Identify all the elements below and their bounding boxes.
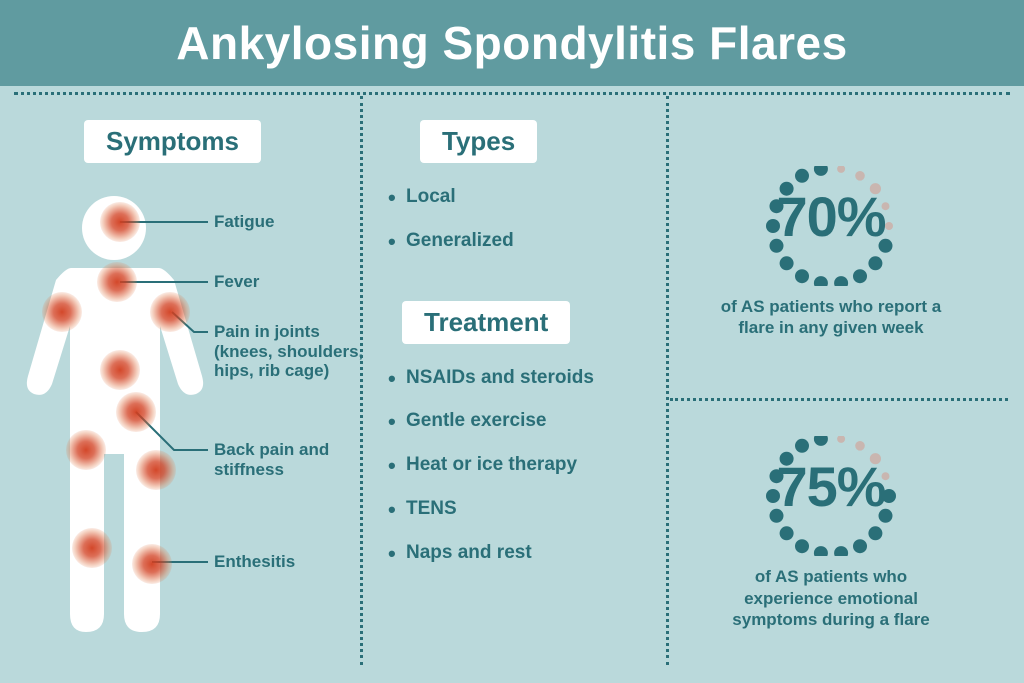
list-item: TENS <box>388 497 640 521</box>
pain-dot-icon <box>97 262 137 302</box>
stat-caption: of AS patients who experience emotional … <box>711 566 951 630</box>
list-item: Naps and rest <box>388 541 640 565</box>
stats-column: 70% of AS patients who report a flare in… <box>662 106 1000 669</box>
header-band: Ankylosing Spondylitis Flares <box>0 0 1024 86</box>
symptoms-column: Symptoms FatigueFeverPain in joints (kne… <box>14 106 362 669</box>
list-item: Gentle exercise <box>388 409 640 433</box>
stat-block-emotional: 75% of AS patients who experience emotio… <box>662 388 1000 670</box>
stat-caption: of AS patients who report a flare in any… <box>711 296 951 339</box>
pain-dot-icon <box>100 202 140 242</box>
callout-lines <box>24 194 364 654</box>
pain-dot-icon <box>136 450 176 490</box>
infographic-canvas: Ankylosing Spondylitis Flares Symptoms <box>0 0 1024 683</box>
symptom-label: Pain in joints (knees, shoulders, hips, … <box>214 322 374 381</box>
types-list: Local Generalized <box>384 185 640 253</box>
treatment-heading: Treatment <box>402 301 570 344</box>
pain-dot-icon <box>150 292 190 332</box>
list-item: Generalized <box>388 229 640 253</box>
pain-dot-icon <box>116 392 156 432</box>
page-title: Ankylosing Spondylitis Flares <box>176 16 847 70</box>
pain-dot-icon <box>132 544 172 584</box>
symptoms-heading: Symptoms <box>84 120 261 163</box>
symptom-label: Enthesitis <box>214 552 374 572</box>
stat-percent: 70% <box>736 184 926 249</box>
pain-dot-icon <box>100 350 140 390</box>
pain-dot-icon <box>66 430 106 470</box>
human-figure: FatigueFeverPain in joints (knees, shoul… <box>24 194 354 664</box>
types-treatment-column: Types Local Generalized Treatment NSAIDs … <box>362 106 662 669</box>
pain-dot-icon <box>42 292 82 332</box>
stat-block-flare-week: 70% of AS patients who report a flare in… <box>662 106 1000 388</box>
list-item: Heat or ice therapy <box>388 453 640 477</box>
types-heading: Types <box>420 120 537 163</box>
treatment-list: NSAIDs and steroids Gentle exercise Heat o… <box>384 366 640 565</box>
list-item: NSAIDs and steroids <box>388 366 640 390</box>
symptom-label: Back pain and stiffness <box>214 440 374 479</box>
pain-dot-icon <box>72 528 112 568</box>
list-item: Local <box>388 185 640 209</box>
body-area: Symptoms FatigueFeverPain in joints (kne… <box>0 86 1024 683</box>
stat-percent: 75% <box>736 454 926 519</box>
symptom-label: Fatigue <box>214 212 374 232</box>
symptom-label: Fever <box>214 272 374 292</box>
divider-top <box>14 92 1010 95</box>
